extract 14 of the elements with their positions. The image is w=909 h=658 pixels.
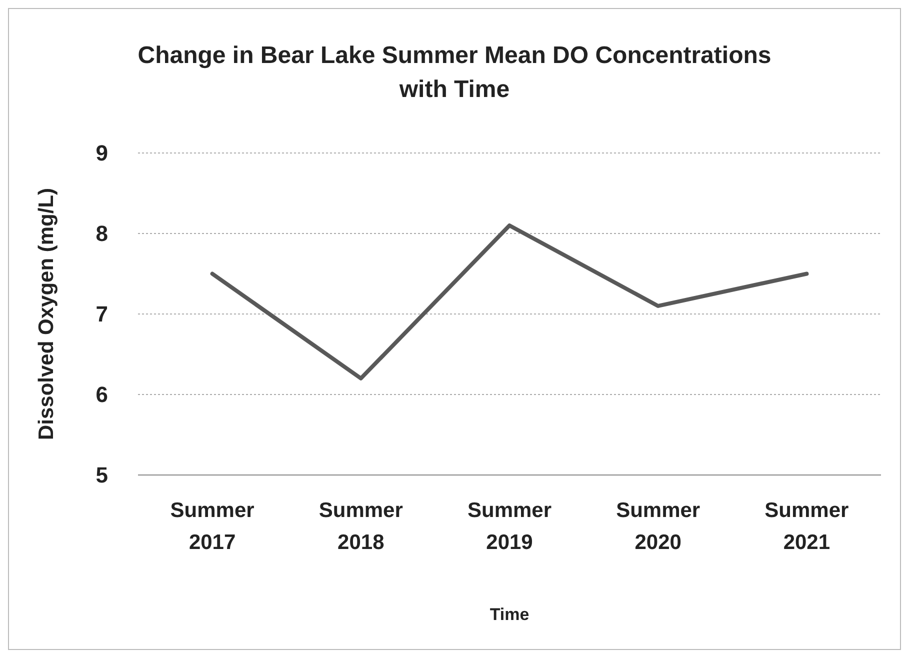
y-tick-label: 7 [96,302,108,327]
y-tick-label: 8 [96,221,108,246]
y-tick-label: 5 [96,462,108,488]
chart-title: Change in Bear Lake Summer Mean DO Concentrations with Time [138,42,772,103]
x-tick-label: Summer 2021 [764,499,849,554]
x-axis-title: Time [490,605,530,624]
line-series [210,223,809,380]
x-tick-label: Summer 2020 [616,499,700,554]
x-tick-label: Summer 2018 [318,499,403,554]
y-tick-label: 9 [96,140,108,166]
y-axis-title: Dissolved Oxygen (mg/L) [35,188,58,440]
x-tick-label: Summer 2019 [467,499,552,554]
x-tick-label: Summer 2017 [170,499,254,554]
y-tick-label: 6 [96,382,108,408]
